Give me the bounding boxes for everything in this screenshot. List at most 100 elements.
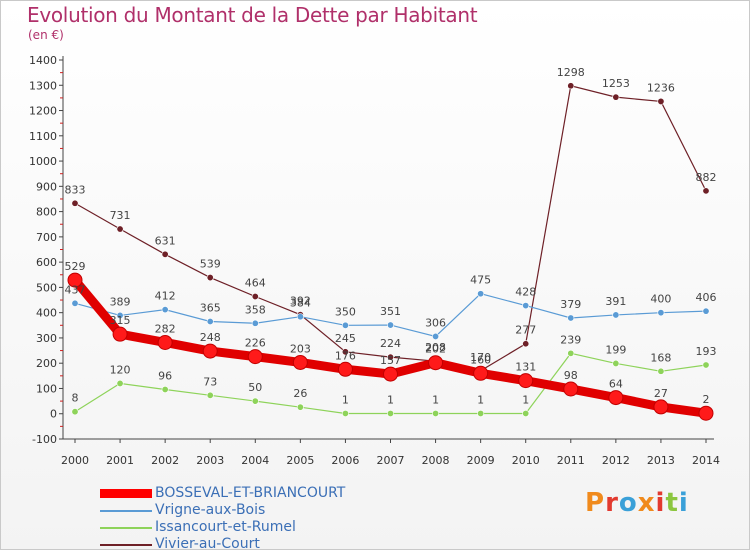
- data-label: 391: [605, 295, 626, 308]
- data-label: 351: [380, 305, 401, 318]
- y-tick-label: 700: [36, 231, 57, 244]
- data-label: 64: [609, 378, 623, 391]
- data-point: [251, 397, 259, 405]
- data-point: [473, 365, 489, 381]
- data-point: [296, 403, 304, 411]
- y-tick-label: 1300: [29, 79, 57, 92]
- y-tick-label: 1400: [29, 54, 57, 67]
- data-point: [567, 82, 575, 90]
- data-label: 365: [200, 302, 221, 315]
- data-point: [341, 348, 349, 356]
- data-label: 306: [425, 316, 446, 329]
- data-point: [432, 332, 440, 340]
- data-label: 539: [200, 258, 221, 271]
- y-tick-label: 600: [36, 256, 57, 269]
- data-label: 384: [290, 297, 311, 310]
- data-label: 437: [65, 283, 86, 296]
- data-label: 1: [387, 393, 394, 406]
- data-point: [608, 390, 624, 406]
- data-label: 1: [432, 393, 439, 406]
- data-label: 226: [245, 337, 266, 350]
- data-label: 412: [155, 290, 176, 303]
- x-tick-label: 2009: [467, 454, 495, 467]
- data-point: [428, 355, 444, 371]
- data-label: 1298: [557, 66, 585, 79]
- data-point: [71, 408, 79, 416]
- data-label: 631: [155, 234, 176, 247]
- y-tick-label: -100: [32, 433, 57, 446]
- unit-label: (en €): [28, 28, 64, 42]
- data-point: [161, 306, 169, 314]
- legend-swatch: [100, 527, 152, 529]
- data-point: [522, 409, 530, 417]
- data-point: [67, 272, 83, 288]
- x-tick-label: 2013: [647, 454, 675, 467]
- data-label: 392: [290, 295, 311, 308]
- data-label: 1: [342, 393, 349, 406]
- y-tick-label: 800: [36, 206, 57, 219]
- logo-letter: x: [637, 488, 656, 518]
- data-point: [383, 366, 398, 382]
- x-tick-label: 2006: [331, 454, 359, 467]
- data-point: [161, 385, 169, 393]
- series-group: [67, 82, 714, 421]
- data-point: [657, 309, 665, 317]
- y-tick-label: 1000: [29, 155, 57, 168]
- legend-swatch: [100, 510, 152, 512]
- x-tick-label: 2004: [241, 454, 269, 467]
- data-label: 176: [335, 349, 356, 362]
- data-point: [522, 340, 530, 348]
- data-label: 202: [425, 343, 446, 356]
- data-label: 170: [470, 351, 491, 364]
- y-tick-label: 0: [50, 408, 57, 421]
- legend-label: Vrigne-aux-Bois: [155, 502, 266, 518]
- x-tick-label: 2007: [377, 454, 405, 467]
- data-label: 245: [335, 332, 356, 345]
- data-point: [112, 326, 128, 342]
- legend-swatch: [100, 544, 152, 546]
- data-point: [563, 381, 579, 397]
- data-point: [477, 409, 485, 417]
- y-tick-label: 900: [36, 180, 57, 193]
- data-point: [698, 405, 714, 421]
- y-tick-label: 300: [36, 332, 57, 345]
- data-point: [657, 97, 665, 105]
- data-label: 160: [470, 353, 491, 366]
- data-point: [702, 307, 710, 315]
- data-label: 73: [203, 375, 217, 388]
- data-point: [71, 299, 79, 307]
- logo-letter: P: [585, 488, 606, 518]
- x-tick-label: 2001: [106, 454, 134, 467]
- axes: -100 0 100 200 300 400 500 600 700 800 900 1000 1100…: [29, 54, 720, 467]
- data-label: 731: [110, 209, 131, 222]
- logo-letter: t: [665, 488, 679, 518]
- data-label: 8: [72, 392, 79, 405]
- proxiti-logo: Proxiti: [585, 488, 689, 518]
- data-label: 1236: [647, 81, 675, 94]
- data-point: [522, 302, 530, 310]
- data-label: 27: [654, 387, 668, 400]
- data-point: [206, 274, 214, 282]
- y-tick-label: 500: [36, 281, 57, 294]
- data-label: 1253: [602, 77, 630, 90]
- data-point: [612, 93, 620, 101]
- data-label: 239: [560, 333, 581, 346]
- data-point: [161, 250, 169, 258]
- data-point: [567, 314, 575, 322]
- data-label: 208: [425, 341, 446, 354]
- data-label: 400: [650, 293, 671, 306]
- logo-letter: o: [618, 488, 638, 518]
- x-tick-label: 2002: [151, 454, 179, 467]
- data-point: [71, 199, 79, 207]
- y-tick-label: 1100: [29, 130, 57, 143]
- x-tick-label: 2010: [512, 454, 540, 467]
- data-point: [206, 318, 214, 326]
- data-label: 96: [158, 369, 172, 382]
- data-point: [247, 349, 263, 365]
- data-point: [567, 349, 575, 357]
- data-point: [612, 311, 620, 319]
- data-label: 428: [515, 286, 536, 299]
- data-point: [702, 187, 710, 195]
